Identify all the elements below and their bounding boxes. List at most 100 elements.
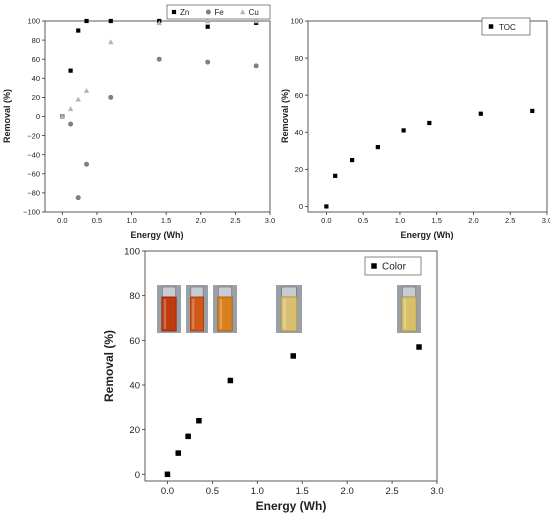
data-point-toc xyxy=(401,128,406,133)
y-tick-label: 20 xyxy=(32,93,40,102)
vial-cap xyxy=(281,286,297,298)
data-point-fe xyxy=(84,161,90,167)
x-axis-label: Energy (Wh) xyxy=(401,230,454,240)
x-tick-label: 1.0 xyxy=(395,216,405,225)
legend-box xyxy=(166,4,271,20)
vial-highlight xyxy=(163,299,167,329)
data-point-color xyxy=(196,417,202,424)
y-tick-label: −60 xyxy=(27,170,40,179)
vial-liquid xyxy=(217,296,233,332)
legend-marker-fe xyxy=(205,9,211,15)
vial-highlight xyxy=(192,299,195,329)
x-tick-label: 3.0 xyxy=(430,486,443,497)
y-axis-label: Removal (%) xyxy=(280,89,290,143)
y-tick-label: 60 xyxy=(129,336,140,347)
vial-cap xyxy=(190,286,204,298)
data-point-cu xyxy=(253,18,259,24)
y-tick-label: 80 xyxy=(129,291,140,302)
color-removal-chart: 0.0 0.5 1.0 1.5 2.0 2.5 3.0 100 80 60 40 20 0 Energy … xyxy=(102,247,444,514)
data-point-color xyxy=(164,471,171,478)
vial-highlight xyxy=(283,299,286,329)
legend-box xyxy=(481,17,531,36)
data-point-toc xyxy=(427,120,432,126)
x-tick-label: 1.0 xyxy=(251,486,264,497)
legend-label-toc: TOC xyxy=(499,23,516,32)
y-tick-label: 20 xyxy=(129,425,140,436)
legend-marker-zn xyxy=(171,9,177,15)
data-point-fe xyxy=(108,94,114,100)
data-point-toc xyxy=(478,111,483,116)
y-axis-label: Removal (%) xyxy=(102,330,116,402)
y-tick-label: 40 xyxy=(295,128,303,137)
legend: TOC xyxy=(481,17,531,36)
data-point-color xyxy=(175,450,181,456)
x-tick-label: 1.0 xyxy=(126,216,136,225)
legend-label-color: Color xyxy=(382,262,407,273)
y-tick-label: 40 xyxy=(32,74,40,83)
plot-frame xyxy=(307,20,548,213)
x-tick-label: 0.0 xyxy=(161,486,174,497)
x-tick-label: 0.5 xyxy=(358,216,368,225)
data-point-cu xyxy=(67,106,74,112)
legend-label-cu: Cu xyxy=(249,8,259,17)
legend-label-fe: Fe xyxy=(214,8,224,17)
data-point-fe xyxy=(253,63,259,69)
x-tick-label: 2.0 xyxy=(468,216,478,225)
data-point-zn xyxy=(76,28,81,33)
y-tick-label: −80 xyxy=(27,189,40,198)
legend-label-zn: Zn xyxy=(180,8,189,17)
data-point-cu xyxy=(156,20,162,26)
x-tick-label: 2.5 xyxy=(230,216,240,225)
toc-removal-chart: 0.0 0.5 1.0 1.5 2.0 2.5 3.0 100 80 60 40 20 0 Energy … xyxy=(280,17,550,240)
x-tick-label: 2.0 xyxy=(196,216,206,225)
y-tick-label: 80 xyxy=(32,36,40,45)
data-point-toc xyxy=(375,144,380,150)
data-point-toc xyxy=(530,108,535,114)
vial-liquid xyxy=(189,296,204,332)
sample-photo xyxy=(397,285,421,333)
plot-frame xyxy=(144,250,438,482)
y-tick-label: −40 xyxy=(27,150,40,159)
data-point-zn xyxy=(108,18,113,24)
data-point-zn xyxy=(84,18,89,24)
x-axis-label: Energy (Wh) xyxy=(256,499,327,513)
legend-marker-toc xyxy=(488,24,494,29)
x-tick-label: 3.0 xyxy=(542,216,550,225)
y-tick-label: 20 xyxy=(295,165,303,174)
legend-marker-cu xyxy=(239,9,246,15)
data-point-toc xyxy=(324,204,329,209)
data-point-color xyxy=(290,353,296,359)
sample-photo xyxy=(276,285,302,333)
vial-liquid xyxy=(161,296,177,332)
data-point-color xyxy=(185,433,191,440)
x-tick-label: 0.0 xyxy=(321,216,331,225)
data-point-zn xyxy=(205,24,210,29)
x-axis-label: Energy (Wh) xyxy=(131,230,184,240)
data-point-fe xyxy=(68,121,74,127)
data-point-fe xyxy=(75,195,81,201)
legend-box xyxy=(364,256,422,276)
data-point-toc xyxy=(333,173,338,178)
data-point-cu xyxy=(59,113,66,119)
vial-highlight xyxy=(403,299,407,329)
vial-liquid xyxy=(280,296,298,332)
legend: Color xyxy=(364,256,422,276)
vial-cap xyxy=(161,286,177,298)
data-point-toc xyxy=(350,157,355,163)
y-tick-label: 60 xyxy=(295,91,303,100)
y-tick-label: 0 xyxy=(135,470,140,481)
y-axis-label: Removal (%) xyxy=(2,89,12,143)
y-tick-label: 100 xyxy=(290,17,303,26)
x-tick-label: 0.0 xyxy=(57,216,67,225)
legend-marker-color xyxy=(371,263,377,269)
data-point-color xyxy=(227,377,234,384)
x-tick-label: 3.0 xyxy=(265,216,275,225)
x-tick-label: 2.5 xyxy=(505,216,515,225)
x-tick-label: 0.5 xyxy=(92,216,102,225)
x-tick-label: 1.5 xyxy=(296,486,309,497)
data-point-color xyxy=(416,344,422,350)
data-point-zn xyxy=(68,68,73,73)
sample-photo xyxy=(186,285,208,333)
y-tick-label: 100 xyxy=(27,17,40,26)
